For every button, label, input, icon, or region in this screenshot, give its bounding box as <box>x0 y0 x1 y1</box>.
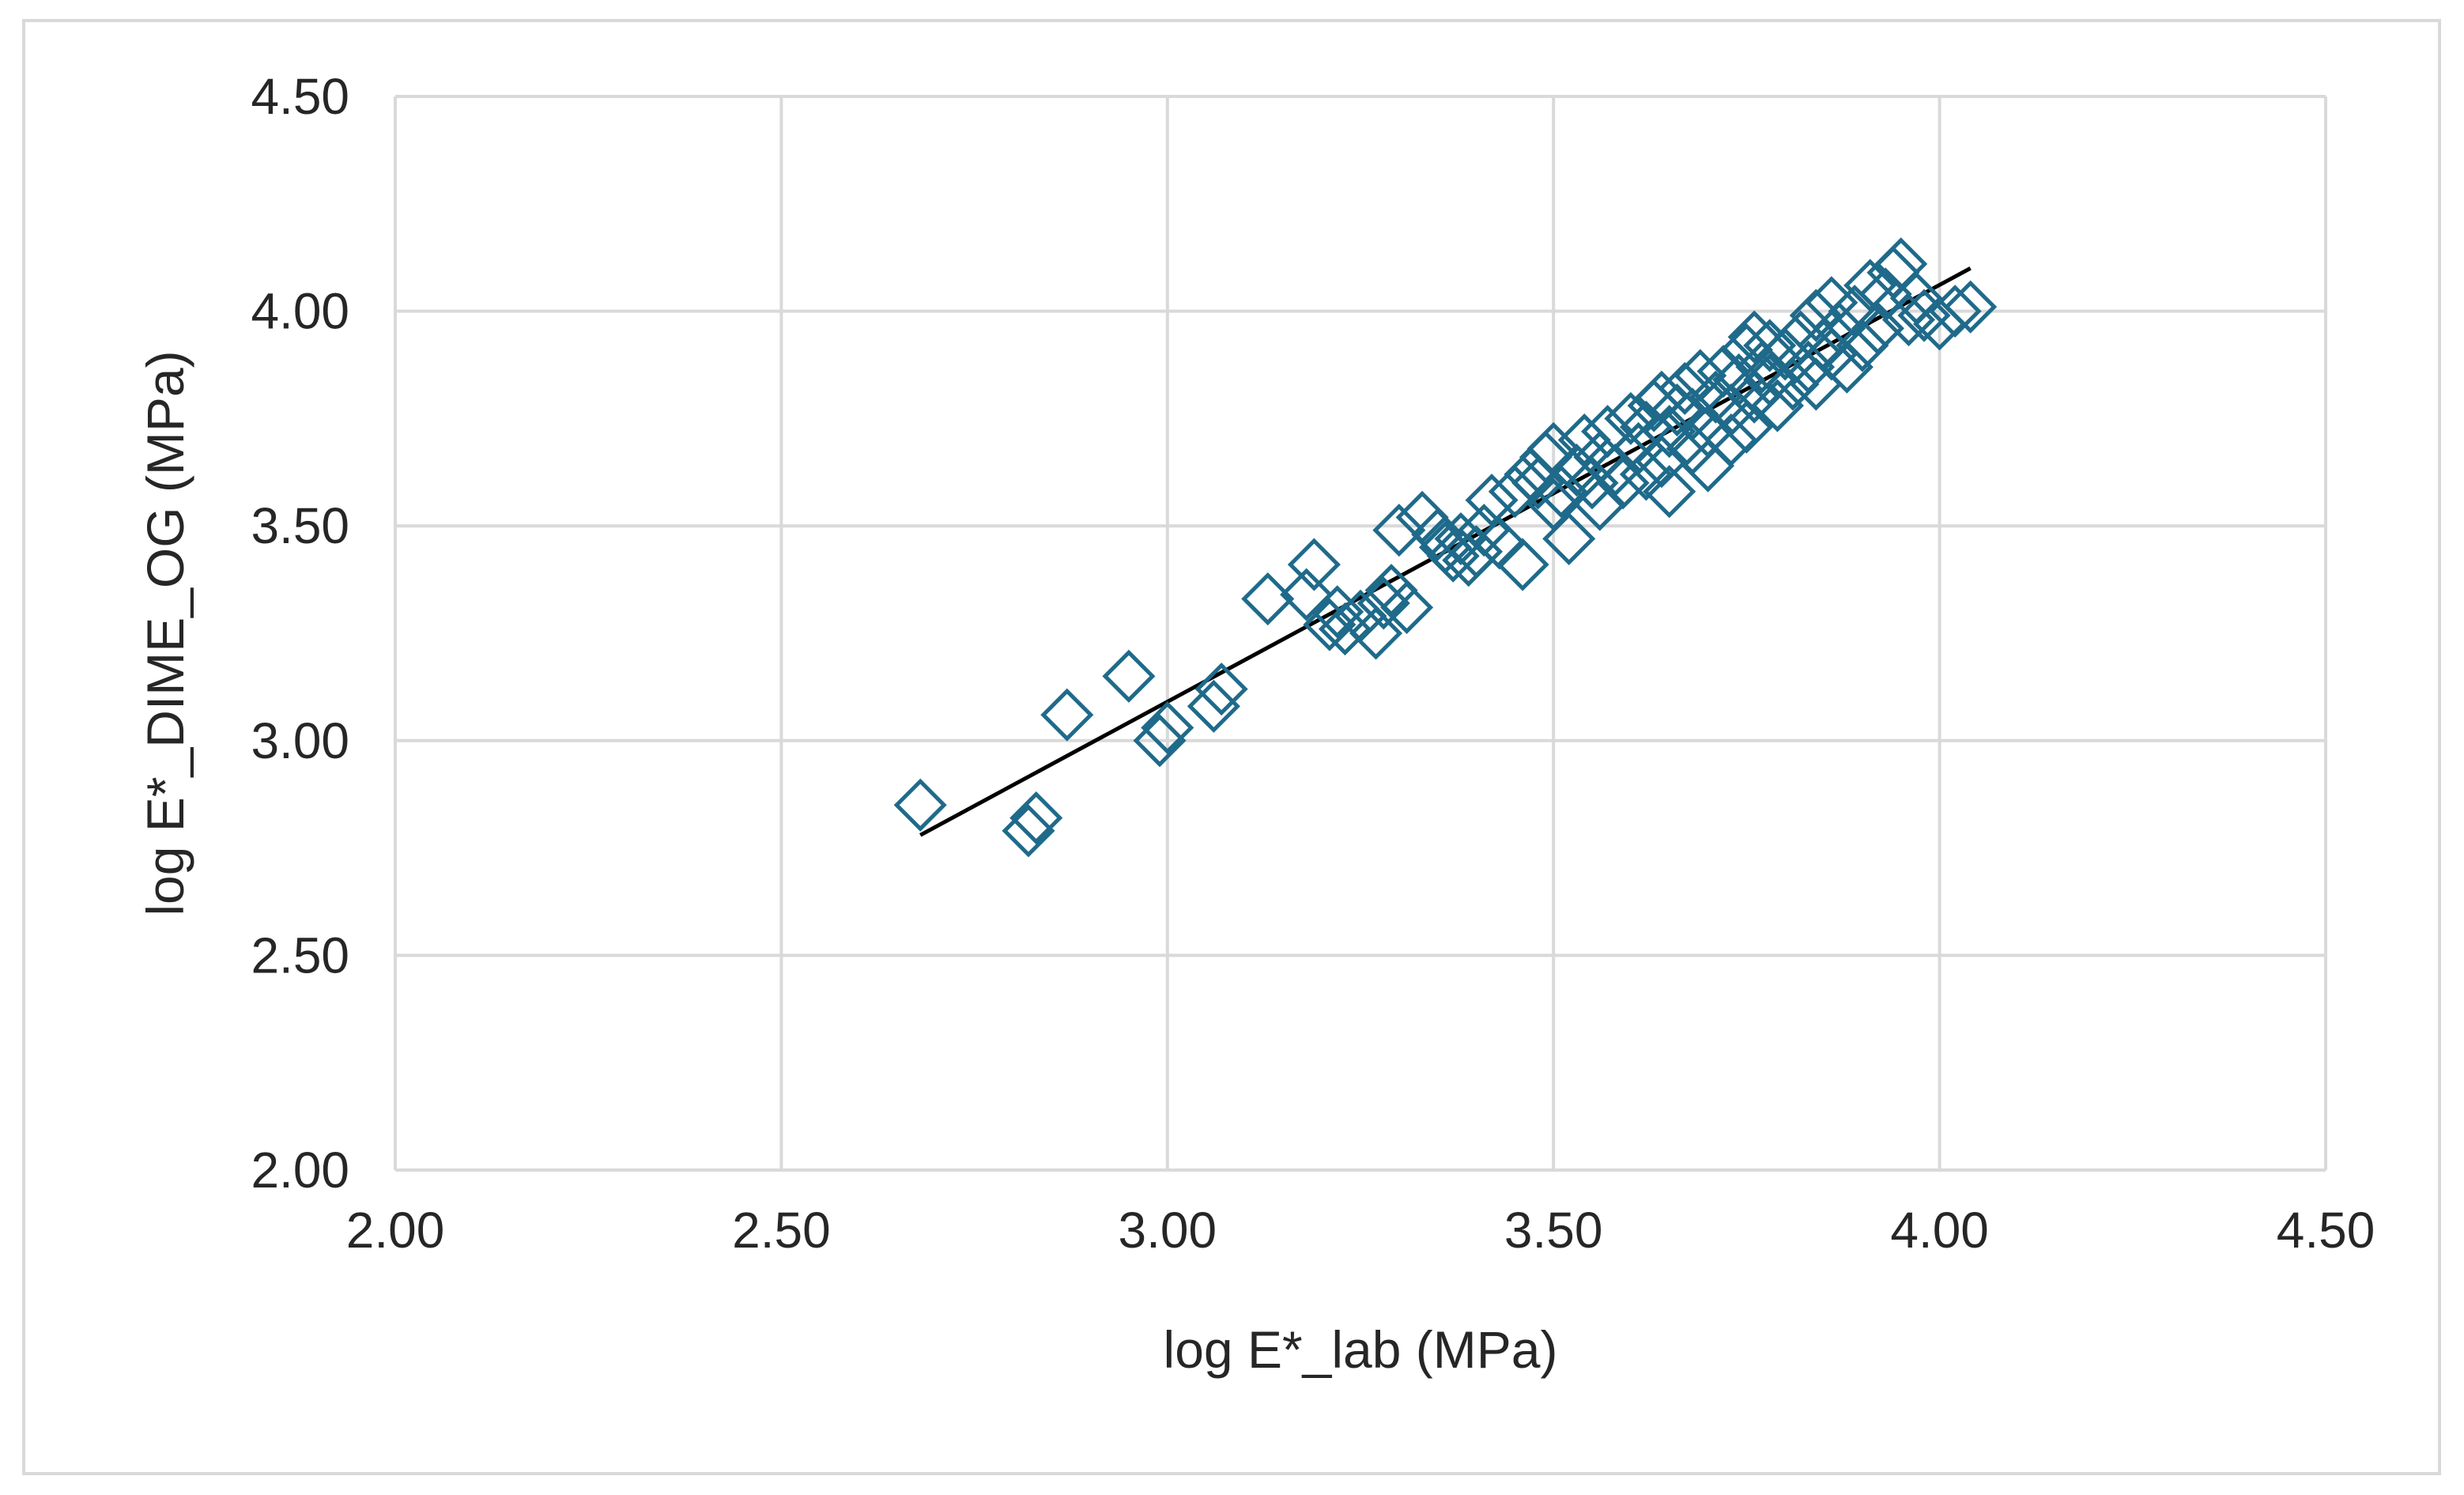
data-point <box>1743 319 1797 372</box>
data-point <box>893 778 947 832</box>
data-point <box>1782 340 1836 394</box>
data-point <box>1766 357 1820 411</box>
data-point <box>1897 289 1951 342</box>
data-point <box>1727 310 1781 364</box>
y-tick-label: 3.50 <box>251 497 349 554</box>
y-tick-label: 4.50 <box>251 68 349 125</box>
y-axis-title: log E*_DIME_OG (MPa) <box>136 350 194 915</box>
data-point <box>1380 580 1434 634</box>
x-tick-label: 3.00 <box>1119 1202 1217 1259</box>
data-point <box>1318 602 1372 656</box>
data-point <box>1357 576 1410 630</box>
x-tick-label: 2.00 <box>346 1202 445 1259</box>
data-point <box>1395 490 1449 544</box>
data-point <box>1102 649 1156 703</box>
data-point <box>1465 474 1519 527</box>
chart-frame: 2.00 2.50 3.00 3.50 4.00 4.50 2.00 2.50 3.00 3.50… <box>22 19 2441 1475</box>
grid-layer <box>394 95 2327 1172</box>
data-point <box>1426 529 1480 583</box>
data-point <box>1658 361 1711 415</box>
data-point <box>1743 353 1797 407</box>
data-point <box>1002 804 1055 858</box>
data-point <box>1635 435 1689 489</box>
data-point <box>1588 444 1642 497</box>
data-point <box>1820 340 1873 394</box>
data-point <box>1009 791 1063 845</box>
data-point <box>1604 391 1658 445</box>
data-point <box>1303 598 1357 651</box>
data-point <box>1719 400 1773 454</box>
data-point <box>1866 246 1920 300</box>
data-point <box>1187 679 1240 733</box>
y-tick-label: 3.00 <box>251 712 349 769</box>
data-point <box>1596 456 1650 510</box>
y-tick-label: 4.00 <box>251 283 349 340</box>
data-point <box>1704 413 1758 467</box>
data-point <box>1673 349 1727 402</box>
data-point <box>1141 700 1194 755</box>
y-tick-label: 2.50 <box>251 927 349 983</box>
data-point <box>1349 606 1403 660</box>
data-point <box>1280 568 1334 621</box>
x-axis-title: log E*_lab (MPa) <box>1164 1320 1558 1379</box>
data-point <box>1874 237 1928 291</box>
x-tick-label: 2.50 <box>732 1202 831 1259</box>
data-point <box>1194 663 1248 716</box>
points-layer <box>893 237 1998 858</box>
data-point <box>1619 447 1673 501</box>
data-point <box>1573 478 1627 531</box>
data-point <box>1411 508 1465 561</box>
data-point <box>1311 585 1364 639</box>
x-tick-label: 3.50 <box>1504 1202 1603 1259</box>
data-point <box>1040 688 1094 742</box>
data-point <box>1504 447 1557 501</box>
data-point <box>1836 319 1889 372</box>
data-point <box>1133 714 1187 768</box>
data-point <box>1843 259 1897 312</box>
data-point <box>1488 465 1541 519</box>
data-point <box>1944 280 1998 334</box>
data-point <box>1750 379 1805 432</box>
x-tick-label: 4.50 <box>2277 1202 2375 1259</box>
data-point <box>1643 465 1696 519</box>
y-tick-label: 2.00 <box>251 1142 349 1199</box>
data-point <box>1496 538 1549 591</box>
data-point <box>1372 504 1426 557</box>
data-point <box>1534 465 1588 519</box>
data-point <box>1851 301 1904 355</box>
x-tick-label: 4.00 <box>1890 1202 1989 1259</box>
data-point <box>1287 538 1341 591</box>
data-point <box>1681 439 1735 493</box>
data-point <box>1542 512 1596 566</box>
scatter-chart: 2.00 2.50 3.00 3.50 4.00 4.50 2.00 2.50 3.00 3.50… <box>136 68 2375 1379</box>
tick-labels: 2.00 2.50 3.00 3.50 4.00 4.50 2.00 2.50 3.00 3.50… <box>251 68 2375 1259</box>
data-point <box>1928 285 1982 338</box>
